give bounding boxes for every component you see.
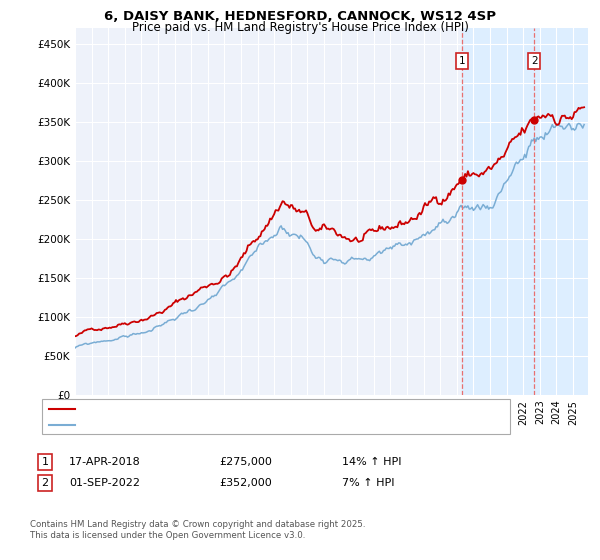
Text: 2: 2 xyxy=(41,478,49,488)
Text: 17-APR-2018: 17-APR-2018 xyxy=(69,457,141,467)
Text: 6, DAISY BANK, HEDNESFORD, CANNOCK, WS12 4SP (detached house): 6, DAISY BANK, HEDNESFORD, CANNOCK, WS12… xyxy=(79,404,448,414)
Text: HPI: Average price, detached house, Cannock Chase: HPI: Average price, detached house, Cann… xyxy=(79,419,353,430)
Bar xyxy=(461,28,588,395)
Text: £275,000: £275,000 xyxy=(219,457,272,467)
Text: 01-SEP-2022: 01-SEP-2022 xyxy=(69,478,140,488)
Text: 2: 2 xyxy=(531,56,538,66)
Text: 1: 1 xyxy=(41,457,49,467)
Text: Price paid vs. HM Land Registry's House Price Index (HPI): Price paid vs. HM Land Registry's House … xyxy=(131,21,469,34)
Text: 1: 1 xyxy=(458,56,465,66)
Text: 14% ↑ HPI: 14% ↑ HPI xyxy=(342,457,401,467)
Text: Contains HM Land Registry data © Crown copyright and database right 2025.
This d: Contains HM Land Registry data © Crown c… xyxy=(30,520,365,540)
Text: 6, DAISY BANK, HEDNESFORD, CANNOCK, WS12 4SP: 6, DAISY BANK, HEDNESFORD, CANNOCK, WS12… xyxy=(104,10,496,23)
Text: 7% ↑ HPI: 7% ↑ HPI xyxy=(342,478,395,488)
Text: £352,000: £352,000 xyxy=(219,478,272,488)
